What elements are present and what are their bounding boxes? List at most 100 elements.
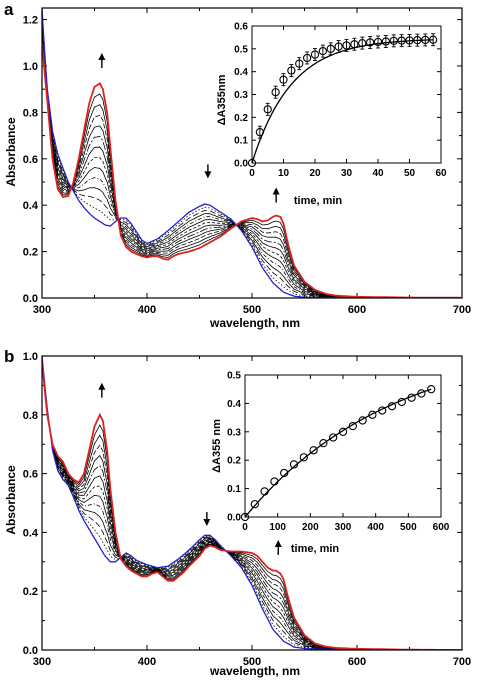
panel-a-plot-frame <box>41 7 463 299</box>
panel-b-y-tick-label: 1.0 <box>23 351 38 363</box>
panel-a-inset-data-point <box>255 128 265 137</box>
panel-b-inset-y-tick-label: 0.0 <box>227 513 241 524</box>
panel-b-plot-frame <box>41 355 463 651</box>
panel-a-y-tick-label: 0.6 <box>23 154 38 166</box>
panel-b-inset-data-point <box>338 427 348 436</box>
panel-a-inset-x-tick-label: 60 <box>435 168 447 179</box>
panel-a-inset-y-tick-label: 0.5 <box>234 44 248 55</box>
panel-a-inset-data-point <box>334 42 343 51</box>
panel-a-inset-data-point <box>413 36 422 45</box>
panel-a-inset-x-tick-label: 40 <box>372 168 384 179</box>
panel-a-final-spectrum <box>42 42 462 298</box>
panel-b-y-tick-label: 0.6 <box>23 469 38 481</box>
panel-a-x-tick-label: 500 <box>243 304 261 316</box>
panel-a-inset-y-tick-label: 0.0 <box>234 159 248 170</box>
panel-a-inset-y-tick-label: 0.1 <box>234 136 248 147</box>
panel-b-inset-data-point <box>358 416 367 425</box>
panel-b-y-tick-label: 0.8 <box>23 410 38 422</box>
panel-a-y-tick-label: 0.4 <box>23 200 39 212</box>
panel-a-y-tick-label: 0.0 <box>23 293 38 305</box>
panel-a-inset-data-point <box>397 36 406 45</box>
panel-a-inset-data-point <box>405 36 414 45</box>
panel-b-main-plot: 300 400 500 600 700 0.0 0.2 0.4 0.6 0.8 1.0 <box>23 351 471 668</box>
panel-b-inset-fit-curve <box>244 388 432 518</box>
panel-b-inset-y-tick-label: 0.1 <box>227 484 241 495</box>
panel-a-inset-data-point <box>302 53 312 63</box>
panel-a-y-tick-label: 1.2 <box>23 15 38 27</box>
panel-b-arrow-up-annotation <box>98 382 106 398</box>
panel-b-inset-x-tick-label: 500 <box>400 522 417 533</box>
panel-a-inset-data-point <box>295 59 304 68</box>
panel-b-arrow-head <box>98 382 106 390</box>
panel-a-inset-data-point <box>373 37 383 47</box>
panel-a-x-tick-label: 600 <box>348 304 366 316</box>
panel-b-inset-data-point <box>397 397 406 407</box>
panel-b-inset-data-point <box>280 468 289 478</box>
panel-a-arrow-head <box>272 187 280 195</box>
panel-a-inset-y-tick-label: 0.2 <box>234 113 248 124</box>
panel-b-x-tick-label: 600 <box>348 656 366 668</box>
panel-b-inset-data-point <box>378 406 387 415</box>
panel-a-inset-data-point <box>428 35 438 44</box>
panel-a-inset-data-point <box>247 158 257 168</box>
panel-b-inset-data-point <box>348 421 357 431</box>
panel-a-inset-data-point <box>310 50 320 59</box>
panel-b-arrow-down-annotation <box>203 512 211 527</box>
panel-a-inset-x-tick-label: 10 <box>278 168 290 179</box>
panel-b-intermediate-spectrum <box>42 360 462 650</box>
panel-a-inset-x-tick-label: 50 <box>404 168 416 179</box>
panel-b-y-tick-label: 0.4 <box>23 527 39 539</box>
panel-b-inset-plot: 0 100 200 300 400 500 600 0.0 0.1 0.2 0.3 0.4 0.5 <box>227 371 450 534</box>
panel-a-arrow-head <box>98 53 106 60</box>
panel-a-inset-data-point <box>318 46 328 56</box>
panel-b-x-tick-label: 400 <box>138 656 156 668</box>
panel-a-arrow-down-annotation <box>204 164 212 179</box>
panel-a-y-tick-label: 1.0 <box>23 61 38 73</box>
panel-a-x-tick-label: 300 <box>33 304 51 316</box>
panel-a-inset-data-point <box>389 36 398 45</box>
panel-a-inset-y-label: ΔA355nm <box>216 74 228 125</box>
panel-b-inset-data-point <box>299 453 308 462</box>
panel-label-b: b <box>4 347 14 366</box>
panel-b-inset-x-tick-label: 100 <box>269 522 286 533</box>
panel-b-inset-y-tick-label: 0.2 <box>227 456 241 467</box>
panel-b-inset-x-tick-label: 0 <box>242 522 248 533</box>
panel-b: b 300 400 500 600 700 0.0 0.2 0.4 0.6 0.8 1.0 wave… <box>4 347 471 678</box>
panel-b-inset-x-tick-label: 400 <box>367 522 384 533</box>
panel-b-inset-data-point <box>329 433 338 442</box>
panel-label-a: a <box>4 0 14 19</box>
panel-b-intermediate-spectrum <box>42 359 462 650</box>
panel-a-inset-data-point <box>342 41 351 50</box>
panel-b-inset-data-point <box>368 410 377 419</box>
panel-a-arrow-up-annotation <box>272 187 280 203</box>
panel-a-inset-data-point <box>358 38 367 48</box>
panel-a-inset-data-point <box>271 88 280 97</box>
panel-b-arrow-head <box>203 519 211 527</box>
panel-b-inset-data-point <box>319 439 328 448</box>
panel-a-inset-y-tick-label: 0.3 <box>234 90 248 101</box>
panel-b-inset-data-point <box>250 500 259 509</box>
panel-a-inset-data-point <box>350 40 359 49</box>
panel-b-x-tick-label: 500 <box>243 656 261 668</box>
panel-b-inset-y-label: ΔA355 nm <box>211 419 223 473</box>
panel-b-y-tick-label: 0.2 <box>23 586 38 598</box>
panel-a-inset-data-point <box>279 75 288 84</box>
panel-b-inset-x-tick-label: 200 <box>302 522 319 533</box>
panel-a-inset-x-tick-label: 30 <box>341 168 353 179</box>
panel-a-inset-fit-curve <box>251 39 434 164</box>
panel-a-arrow-up-annotation <box>98 53 106 68</box>
panel-b-inset-data-point <box>260 487 269 496</box>
panel-a-y-tick-label: 0.8 <box>23 107 38 119</box>
panel-b-arrow-up-annotation <box>274 539 282 555</box>
panel-b-inset-y-tick-label: 0.5 <box>227 371 241 382</box>
panel-b-x-axis-label: wavelength, nm <box>209 664 300 678</box>
panel-a-x-tick-label: 400 <box>138 304 156 316</box>
panel-b-inset-data-point <box>427 385 436 394</box>
panel-b-inset-data-point <box>407 393 416 402</box>
panel-a-inset-y-tick-label: 0.6 <box>234 22 248 33</box>
panel-b-inset-x-tick-label: 300 <box>335 522 352 533</box>
panel-b-y-tick-label: 0.0 <box>23 645 38 657</box>
panel-b-inset-y-tick-label: 0.3 <box>227 427 241 438</box>
